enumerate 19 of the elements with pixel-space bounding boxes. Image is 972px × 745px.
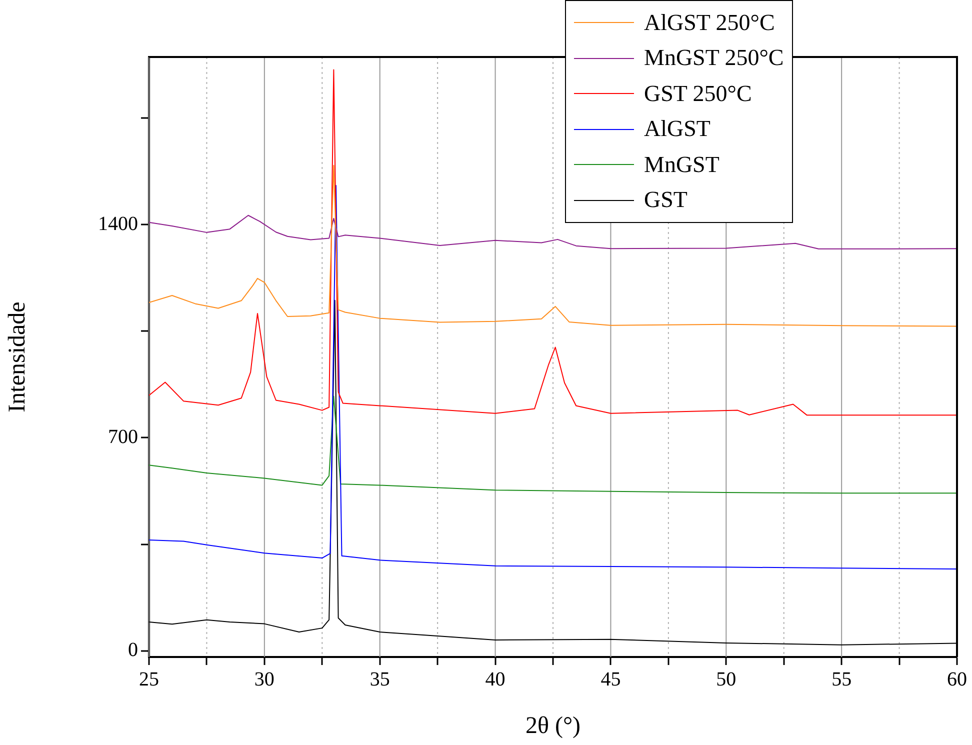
x-tick-label: 35 (370, 668, 390, 690)
y-tick-label: 0 (128, 639, 138, 662)
x-tick-label: 25 (139, 668, 159, 690)
legend-label: GST 250°C (644, 80, 752, 107)
legend-label: AlGST (644, 116, 710, 142)
y-axis-title: Intensidade (4, 302, 31, 412)
x-tick-label: 30 (254, 668, 274, 690)
legend-label: MnGST 250°C (644, 45, 784, 72)
x-tick-label: 45 (600, 668, 621, 690)
y-tick-label: 1400 (98, 212, 138, 235)
x-tick-label: 55 (832, 668, 852, 690)
x-tick-label: 40 (485, 668, 506, 690)
legend-label: GST (644, 187, 688, 214)
y-tick-label: 700 (108, 426, 138, 448)
x-axis-title: 2θ (°) (525, 712, 581, 739)
legend-label: AlGST 250°C (644, 10, 775, 36)
x-tick-label: 60 (947, 668, 967, 690)
x-tick-label: 50 (716, 668, 736, 690)
legend-label: MnGST (644, 152, 720, 178)
